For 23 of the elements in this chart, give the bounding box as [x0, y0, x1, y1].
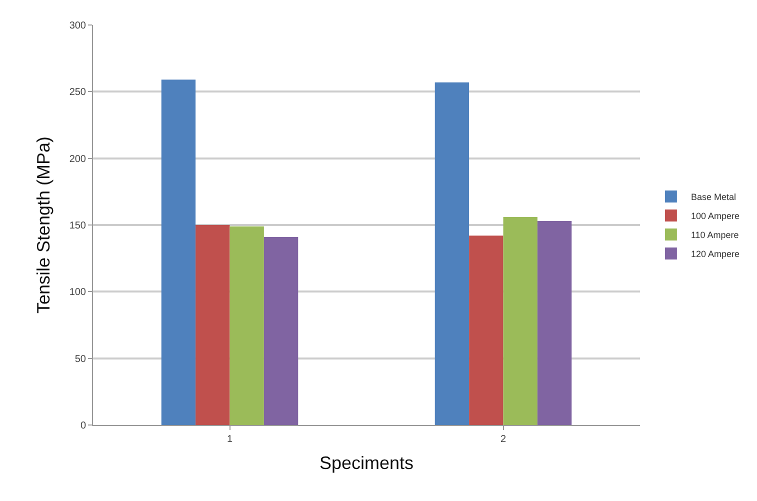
- y-tick-label: 250: [69, 87, 86, 98]
- bar: [230, 226, 264, 425]
- legend-label: 110 Ampere: [690, 230, 739, 240]
- legend-label: 100 Ampere: [690, 211, 740, 222]
- legend-label: 120 Ampere: [690, 249, 740, 260]
- bar: [469, 236, 504, 425]
- bar: [434, 82, 470, 425]
- x-axis-title: Speciments: [319, 453, 414, 474]
- y-tick-label: 50: [74, 354, 86, 365]
- y-tick-label: 0: [80, 420, 86, 432]
- y-tick-label: 200: [69, 154, 86, 165]
- y-tick-label: 100: [69, 287, 86, 298]
- bar: [161, 80, 196, 425]
- bar: [264, 237, 298, 425]
- y-tick-label: 150: [69, 220, 86, 232]
- x-tick-label: 2: [500, 434, 506, 445]
- legend-label: Base Metal: [690, 192, 736, 202]
- y-axis-title: Tensile Stength (MPa): [34, 136, 54, 314]
- y-tick-label: 300: [69, 20, 86, 32]
- bar: [537, 221, 572, 425]
- x-tick-label: 1: [226, 434, 233, 445]
- bar: [196, 225, 230, 425]
- bar: [503, 217, 538, 425]
